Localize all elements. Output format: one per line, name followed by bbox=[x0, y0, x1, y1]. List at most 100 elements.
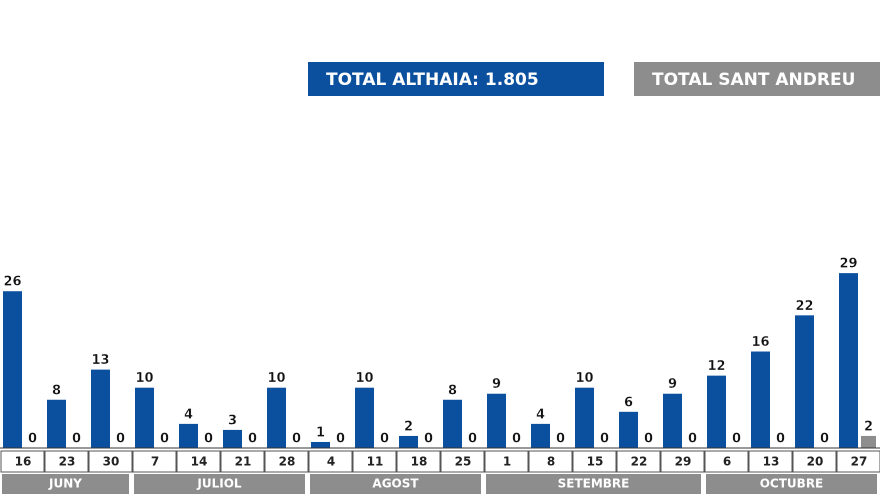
value-label: 26 bbox=[3, 275, 21, 290]
bar bbox=[707, 375, 726, 448]
day-cell bbox=[44, 450, 89, 473]
value-label: 0 bbox=[512, 432, 521, 447]
legend-label: TOTAL SANT ANDREU bbox=[652, 70, 855, 90]
bar bbox=[47, 399, 66, 448]
bar bbox=[575, 387, 594, 448]
value-label: 9 bbox=[668, 377, 677, 392]
x-tick-label: 20 bbox=[807, 455, 824, 469]
value-label: 10 bbox=[355, 371, 373, 386]
day-cell bbox=[660, 450, 705, 473]
month-band bbox=[486, 474, 701, 494]
value-label: 0 bbox=[688, 432, 697, 447]
month-label: JULIOL bbox=[196, 477, 242, 491]
x-tick-label: 4 bbox=[327, 455, 335, 469]
day-cell bbox=[264, 450, 309, 473]
x-tick-label: 28 bbox=[279, 455, 296, 469]
value-label: 12 bbox=[707, 359, 725, 374]
value-label: 6 bbox=[624, 395, 633, 410]
month-band bbox=[706, 474, 877, 494]
day-cell bbox=[748, 450, 793, 473]
x-tick-label: 15 bbox=[587, 455, 604, 469]
value-label: 2 bbox=[404, 419, 413, 434]
value-label: 16 bbox=[751, 335, 769, 350]
x-tick-label: 1 bbox=[503, 455, 511, 469]
value-label: 0 bbox=[732, 432, 741, 447]
month-label: JUNY bbox=[48, 477, 82, 491]
x-tick-label: 6 bbox=[723, 455, 731, 469]
value-label: 0 bbox=[820, 432, 829, 447]
bar bbox=[487, 393, 506, 448]
value-label: 0 bbox=[776, 432, 785, 447]
month-band bbox=[134, 474, 305, 494]
bar bbox=[751, 351, 770, 448]
x-tick-label: 23 bbox=[59, 455, 76, 469]
bar bbox=[311, 441, 330, 448]
x-tick-label: 7 bbox=[151, 455, 159, 469]
day-cell bbox=[88, 450, 133, 473]
month-label: SETEMBRE bbox=[558, 477, 630, 491]
x-tick-label: 14 bbox=[191, 455, 208, 469]
day-cell bbox=[704, 450, 749, 473]
value-label: 0 bbox=[204, 432, 213, 447]
bar bbox=[135, 387, 154, 448]
day-cell bbox=[792, 450, 837, 473]
bar bbox=[223, 429, 242, 448]
value-label: 10 bbox=[575, 371, 593, 386]
day-cell bbox=[484, 450, 529, 473]
x-tick-label: 22 bbox=[631, 455, 648, 469]
month-label: OCTUBRE bbox=[760, 477, 824, 491]
x-tick-label: 8 bbox=[547, 455, 555, 469]
day-cell bbox=[0, 450, 45, 473]
value-label: 22 bbox=[795, 299, 813, 314]
x-tick-label: 16 bbox=[15, 455, 32, 469]
value-label: 0 bbox=[556, 432, 565, 447]
day-cell bbox=[616, 450, 661, 473]
day-cell bbox=[176, 450, 221, 473]
value-label: 9 bbox=[492, 377, 501, 392]
value-label: 10 bbox=[135, 371, 153, 386]
x-tick-label: 25 bbox=[455, 455, 472, 469]
bar bbox=[795, 315, 814, 448]
day-cell bbox=[352, 450, 397, 473]
bar bbox=[399, 435, 418, 448]
bar bbox=[619, 411, 638, 448]
x-tick-label: 13 bbox=[763, 455, 780, 469]
value-label: 0 bbox=[160, 432, 169, 447]
day-cell bbox=[132, 450, 177, 473]
bar bbox=[91, 369, 110, 448]
value-label: 4 bbox=[536, 407, 545, 422]
value-label: 10 bbox=[267, 371, 285, 386]
day-cell bbox=[308, 450, 353, 473]
bar bbox=[355, 387, 374, 448]
value-label: 2 bbox=[864, 419, 873, 434]
bar bbox=[663, 393, 682, 448]
day-cell bbox=[836, 450, 880, 473]
x-tick-label: 27 bbox=[851, 455, 868, 469]
x-tick-label: 30 bbox=[103, 455, 120, 469]
value-label: 4 bbox=[184, 407, 193, 422]
value-label: 0 bbox=[28, 432, 37, 447]
month-label: AGOST bbox=[372, 477, 419, 491]
value-label: 0 bbox=[72, 432, 81, 447]
bar bbox=[861, 435, 876, 448]
value-label: 29 bbox=[839, 257, 857, 272]
value-label: 0 bbox=[116, 432, 125, 447]
bar bbox=[179, 423, 198, 448]
bar bbox=[267, 387, 286, 448]
legend-box bbox=[634, 62, 880, 96]
value-label: 0 bbox=[380, 432, 389, 447]
value-label: 0 bbox=[600, 432, 609, 447]
value-label: 3 bbox=[228, 413, 237, 428]
month-band bbox=[310, 474, 481, 494]
value-label: 0 bbox=[644, 432, 653, 447]
value-label: 13 bbox=[91, 353, 109, 368]
day-cell bbox=[440, 450, 485, 473]
value-label: 8 bbox=[52, 383, 61, 398]
value-label: 0 bbox=[424, 432, 433, 447]
x-tick-label: 18 bbox=[411, 455, 428, 469]
legend-box bbox=[308, 62, 604, 96]
day-cell bbox=[572, 450, 617, 473]
day-cell bbox=[220, 450, 265, 473]
bar bbox=[3, 291, 22, 448]
